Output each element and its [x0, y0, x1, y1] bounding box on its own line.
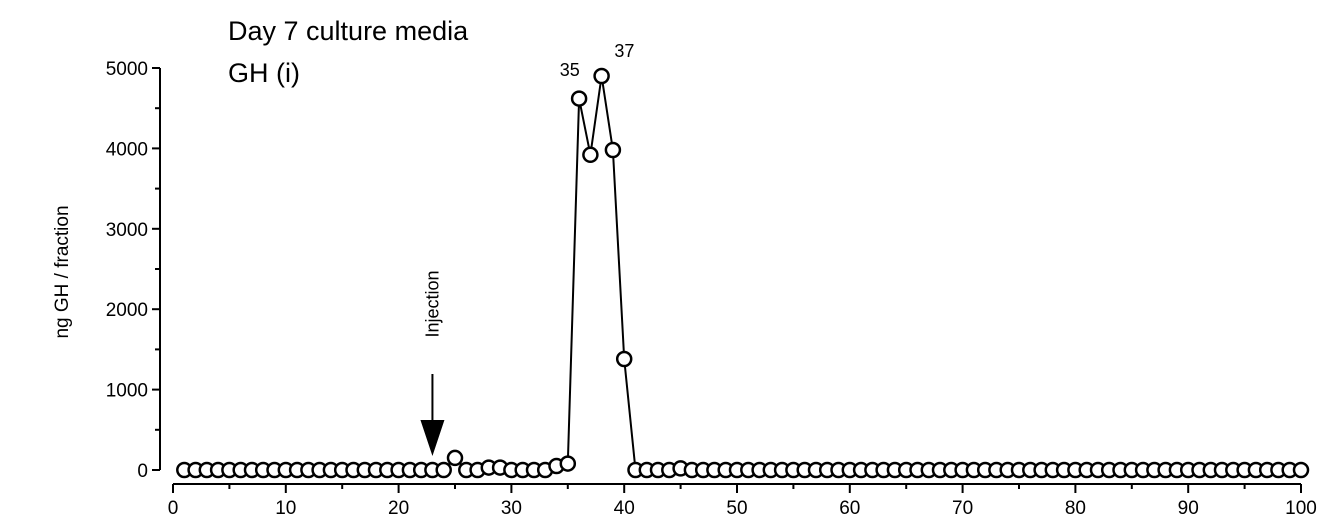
x-tick-label: 90	[1178, 498, 1199, 519]
peak-label-37: 37	[614, 41, 634, 61]
x-tick-label: 60	[839, 498, 860, 519]
y-tick-label: 2000	[106, 300, 148, 321]
data-point	[1292, 461, 1310, 479]
injection-annotation: Injection	[420, 270, 445, 456]
x-tick-label: 20	[388, 498, 409, 519]
x-tick-label: 80	[1065, 498, 1086, 519]
injection-label-group: Injection	[422, 270, 442, 337]
x-tick-label: 30	[501, 498, 522, 519]
y-tick-label: 3000	[106, 220, 148, 241]
data-point	[604, 141, 622, 159]
x-tick-label: 40	[614, 498, 635, 519]
x-tick-label: 0	[168, 498, 179, 519]
axes: 0 1000 2000 3000 4000 5000 0 10 20 30 40 50 60 70 80 90…	[106, 59, 1317, 519]
data-markers	[176, 67, 1310, 479]
injection-arrow-head	[420, 420, 445, 456]
chart-subtitle: GH (i)	[228, 58, 300, 88]
y-axis-title: ng GH / fraction	[52, 205, 73, 338]
peak-label-35: 35	[560, 60, 580, 80]
data-point	[435, 461, 452, 479]
x-tick-label: 70	[952, 498, 973, 519]
y-tick-label: 5000	[106, 59, 148, 80]
series-line	[184, 75, 1301, 471]
injection-label: Injection	[422, 270, 442, 337]
y-tick-label: 1000	[106, 381, 148, 402]
annotations: Injection 35 37	[420, 41, 634, 456]
data-point	[593, 67, 610, 85]
data-point	[446, 449, 464, 467]
y-tick-label: 0	[137, 461, 148, 482]
y-axis-label: ng GH / fraction	[52, 205, 73, 338]
chart-title: Day 7 culture media	[228, 16, 469, 46]
x-tick-label: 50	[726, 498, 747, 519]
data-point	[570, 90, 588, 107]
x-tick-label: 100	[1285, 498, 1317, 519]
data-line	[184, 75, 1301, 471]
data-point	[615, 350, 633, 368]
y-tick-label: 4000	[106, 139, 148, 160]
x-tick-label: 10	[275, 498, 296, 519]
data-point	[559, 455, 577, 472]
data-point	[582, 146, 599, 164]
